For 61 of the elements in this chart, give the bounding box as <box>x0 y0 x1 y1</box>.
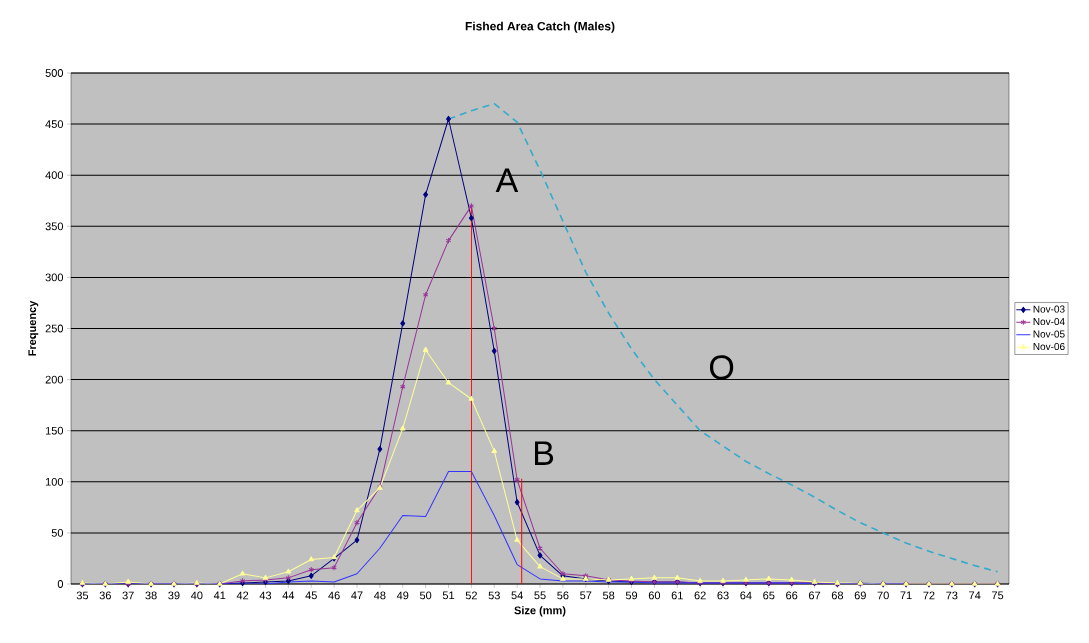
y-tick-label: 100 <box>45 477 64 486</box>
x-tick-label: 49 <box>396 591 409 600</box>
x-tick-label: 75 <box>992 591 1004 600</box>
x-tick-label: 67 <box>808 591 821 600</box>
x-tick-label: 38 <box>145 591 157 600</box>
x-tick-label: 43 <box>259 591 272 600</box>
x-tick-label: 72 <box>923 591 935 600</box>
x-tick-label: 44 <box>282 591 295 600</box>
y-tick-label: 0 <box>57 580 64 588</box>
y-tick-label: 50 <box>51 529 64 537</box>
legend-label: Nov-06 <box>1033 342 1065 351</box>
y-tick-label: 450 <box>45 120 64 128</box>
x-tick-label: 62 <box>694 591 706 600</box>
y-tick-label: 350 <box>45 222 64 231</box>
x-tick-label: 42 <box>236 591 249 600</box>
y-tick-label: 250 <box>45 324 64 333</box>
x-tick-label: 74 <box>969 591 981 600</box>
x-tick-label: 73 <box>946 591 958 600</box>
x-tick-label: 45 <box>305 591 317 600</box>
x-tick-label: 40 <box>190 591 203 600</box>
x-tick-label: 46 <box>328 591 340 600</box>
y-tick-label: 500 <box>45 69 64 77</box>
x-tick-label: 50 <box>419 591 432 600</box>
legend-label: Nov-03 <box>1033 305 1065 313</box>
y-axis-title: Frequency <box>28 300 39 356</box>
x-tick-label: 59 <box>625 591 638 600</box>
annotation: O <box>709 355 734 380</box>
x-tick-label: 41 <box>213 591 226 600</box>
x-tick-label: 61 <box>671 591 683 600</box>
x-tick-label: 35 <box>76 591 89 600</box>
x-tick-label: 70 <box>877 591 889 600</box>
y-tick-label: 300 <box>45 273 64 282</box>
x-tick-label: 51 <box>442 591 455 600</box>
y-tick-label: 200 <box>45 375 64 384</box>
x-tick-label: 54 <box>511 591 523 600</box>
legend-label: Nov-05 <box>1033 330 1065 338</box>
annotation: B <box>534 441 554 465</box>
x-tick-label: 69 <box>854 591 866 600</box>
x-tick-label: 64 <box>740 591 752 600</box>
x-tick-label: 36 <box>99 591 111 600</box>
x-tick-label: 48 <box>373 591 386 600</box>
x-tick-label: 57 <box>580 591 592 600</box>
x-tick-label: 58 <box>602 591 615 600</box>
y-tick-label: 400 <box>45 171 64 180</box>
x-tick-label: 52 <box>465 591 477 600</box>
x-tick-label: 68 <box>831 591 844 600</box>
x-tick-label: 56 <box>557 591 569 600</box>
x-tick-label: 71 <box>900 591 912 600</box>
x-tick-label: 37 <box>122 591 134 600</box>
x-tick-label: 39 <box>168 591 180 600</box>
x-tick-label: 66 <box>786 591 798 600</box>
chart-title: Fished Area Catch (Males) <box>465 21 615 33</box>
y-tick-label: 150 <box>45 426 64 435</box>
legend-label: Nov-04 <box>1033 318 1065 326</box>
x-tick-label: 65 <box>763 591 775 600</box>
x-tick-label: 55 <box>534 591 546 600</box>
x-tick-label: 60 <box>648 591 661 600</box>
x-tick-label: 63 <box>717 591 729 600</box>
x-tick-label: 47 <box>351 591 363 600</box>
x-tick-label: 53 <box>488 591 500 600</box>
x-axis-title: Size (mm) <box>514 606 566 617</box>
